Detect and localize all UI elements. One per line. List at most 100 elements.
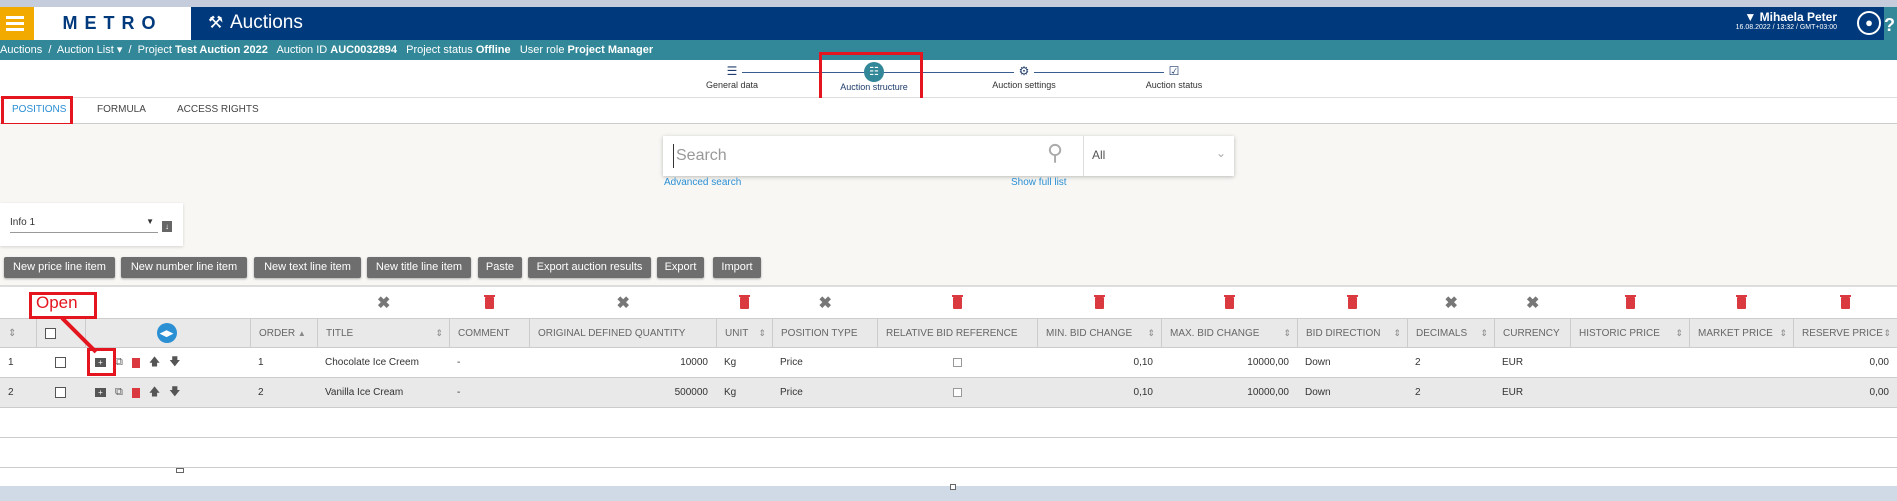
annotation-arrow — [60, 316, 98, 354]
column-header-11[interactable]: MAX. BID CHANGE ⇕ — [1161, 319, 1297, 348]
trash-icon[interactable] — [131, 357, 140, 368]
toolbar-button-new-number-line-item[interactable]: New number line item — [121, 257, 247, 278]
close-icon[interactable]: ✖ — [1526, 295, 1540, 312]
arrow-up-icon[interactable]: 🡅 — [148, 386, 161, 398]
trash-icon[interactable] — [1224, 295, 1235, 309]
sort-icon[interactable]: ⇕ — [1147, 328, 1155, 338]
search-input[interactable] — [673, 144, 1053, 168]
row-checkbox[interactable] — [55, 356, 66, 368]
trash-icon[interactable] — [484, 295, 495, 309]
download-icon[interactable]: ↓ — [162, 221, 172, 232]
trash-icon[interactable] — [1624, 295, 1636, 309]
toolbar-button-new-title-line-item[interactable]: New title line item — [367, 257, 471, 278]
arrow-down-icon[interactable]: 🡇 — [169, 386, 181, 398]
table-row[interactable]: 1 + ⧉ 🡅 🡇 1 Chocolate Ice Creem - 10000 Kg Price 0,… — [0, 348, 1897, 378]
column-header-17[interactable]: RESERVE PRICE ⇕ — [1793, 319, 1897, 348]
relative-bid-checkbox[interactable] — [952, 387, 962, 397]
toolbar-button-export[interactable]: Export — [657, 257, 704, 278]
step-auction-status[interactable]: ☑ Auction status — [1104, 64, 1244, 90]
sort-icon[interactable]: ⇕ — [435, 328, 443, 338]
trash-icon[interactable] — [1094, 295, 1105, 309]
toolbar-button-paste[interactable]: Paste — [478, 257, 522, 278]
column-header-16[interactable]: MARKET PRICE ⇕ — [1689, 319, 1793, 348]
row-checkbox[interactable] — [55, 386, 66, 398]
column-header-3[interactable]: ORDER ▲ — [250, 319, 317, 348]
search-icon[interactable]: ⚲ — [1047, 140, 1064, 165]
open-folder-icon[interactable]: + — [95, 388, 106, 397]
show-full-list-link[interactable]: Show full list — [1011, 177, 1067, 188]
advanced-search-link[interactable]: Advanced search — [664, 177, 742, 188]
column-header-12[interactable]: BID DIRECTION ⇕ — [1297, 319, 1407, 348]
sort-asc-icon[interactable]: ▲ — [297, 329, 306, 338]
step-auction-structure[interactable]: ☷ Auction structure — [804, 62, 944, 92]
sort-icon[interactable]: ⇕ — [1283, 328, 1291, 338]
scroll-handle-icon[interactable] — [950, 484, 956, 490]
search-filter-select[interactable]: All ⌄ — [1083, 136, 1234, 176]
cell: 2 — [1407, 348, 1494, 377]
step-general-data[interactable]: ☰ General data — [662, 64, 802, 90]
step-auction-settings[interactable]: ⚙ Auction settings — [954, 64, 1094, 90]
toolbar-button-new-price-line-item[interactable]: New price line item — [4, 257, 115, 278]
sort-icon[interactable]: ⇕ — [8, 328, 17, 339]
sort-icon[interactable]: ⇕ — [1779, 328, 1787, 338]
sort-icon[interactable]: ⇕ — [1393, 328, 1401, 338]
column-header-7[interactable]: UNIT ⇕ — [716, 319, 772, 348]
toolbar-button-new-text-line-item[interactable]: New text line item — [254, 257, 361, 278]
column-header-8[interactable]: POSITION TYPE — [772, 319, 877, 348]
info-select-value: Info 1 — [10, 217, 36, 228]
copy-icon[interactable]: ⧉ — [115, 386, 123, 398]
tab-access-rights[interactable]: ACCESS RIGHTS — [177, 104, 259, 115]
sort-icon[interactable]: ⇕ — [758, 328, 766, 338]
annotation-label: Open — [36, 293, 78, 312]
copy-icon[interactable]: ⧉ — [115, 356, 123, 368]
relative-bid-checkbox[interactable] — [952, 357, 962, 367]
column-header-15[interactable]: HISTORIC PRICE ⇕ — [1570, 319, 1689, 348]
tab-positions[interactable]: POSITIONS — [12, 104, 67, 115]
cell-num: 1 — [8, 357, 14, 368]
trash-icon[interactable] — [952, 295, 963, 309]
tab-formula[interactable]: FORMULA — [97, 104, 146, 115]
column-header-5[interactable]: COMMENT — [449, 319, 529, 348]
close-icon[interactable]: ✖ — [377, 295, 391, 312]
breadcrumb-auctions[interactable]: Auctions — [0, 44, 43, 56]
column-header-10[interactable]: MIN. BID CHANGE ⇕ — [1037, 319, 1161, 348]
cell: Vanilla Ice Cream — [317, 378, 449, 407]
trash-icon[interactable] — [739, 295, 750, 309]
arrow-up-icon[interactable]: 🡅 — [148, 356, 161, 368]
column-header-6[interactable]: ORIGINAL DEFINED QUANTITY — [529, 319, 716, 348]
avatar-icon[interactable]: ● — [1857, 11, 1881, 35]
collapse-icon[interactable]: ◀▶ — [156, 323, 177, 344]
sort-icon[interactable]: ⇕ — [1883, 328, 1891, 338]
trash-icon[interactable] — [1736, 295, 1747, 309]
sort-icon[interactable]: ⇕ — [1480, 328, 1488, 338]
user-datetime: 16.08.2022 / 13:32 / GMT+03:00 — [1735, 24, 1837, 31]
column-header-9[interactable]: RELATIVE BID REFERENCE — [877, 319, 1037, 348]
trash-icon[interactable] — [1840, 295, 1851, 309]
cell-decimals: 2 — [1415, 387, 1421, 398]
menu-button[interactable] — [0, 7, 34, 40]
table-row[interactable]: 2 + ⧉ 🡅 🡇 2 Vanilla Ice Cream - 500000 Kg Price 0,1… — [0, 378, 1897, 408]
cell: 10000,00 — [1161, 378, 1297, 407]
toolbar-button-import[interactable]: Import — [713, 257, 761, 278]
resize-handle-icon[interactable] — [176, 468, 184, 473]
open-folder-icon[interactable]: + — [95, 358, 106, 367]
close-icon[interactable]: ✖ — [1444, 295, 1458, 312]
info-select[interactable]: Info 1 ▼ — [10, 217, 158, 233]
help-button[interactable]: ? — [1884, 7, 1897, 60]
toolbar-button-export-auction-results[interactable]: Export auction results — [528, 257, 651, 278]
trash-icon[interactable] — [1347, 295, 1358, 309]
column-header-13[interactable]: DECIMALS ⇕ — [1407, 319, 1494, 348]
close-icon[interactable]: ✖ — [616, 295, 630, 312]
user-menu[interactable]: ▼ Mihaela Peter 16.08.2022 / 13:32 / GMT… — [1736, 10, 1837, 31]
arrow-down-icon[interactable]: 🡇 — [169, 356, 181, 368]
sort-icon[interactable]: ⇕ — [1675, 328, 1683, 338]
select-all-checkbox[interactable] — [45, 327, 56, 339]
cell-order: 1 — [258, 357, 264, 368]
column-header-4[interactable]: TITLE ⇕ — [317, 319, 449, 348]
horizontal-scrollbar[interactable] — [0, 486, 1897, 501]
trash-icon[interactable] — [131, 387, 140, 398]
close-icon[interactable]: ✖ — [818, 295, 832, 312]
breadcrumb-auction-list[interactable]: Auction List ▾ — [56, 44, 123, 56]
column-label: DECIMALS — [1416, 328, 1468, 339]
column-header-14[interactable]: CURRENCY — [1494, 319, 1570, 348]
